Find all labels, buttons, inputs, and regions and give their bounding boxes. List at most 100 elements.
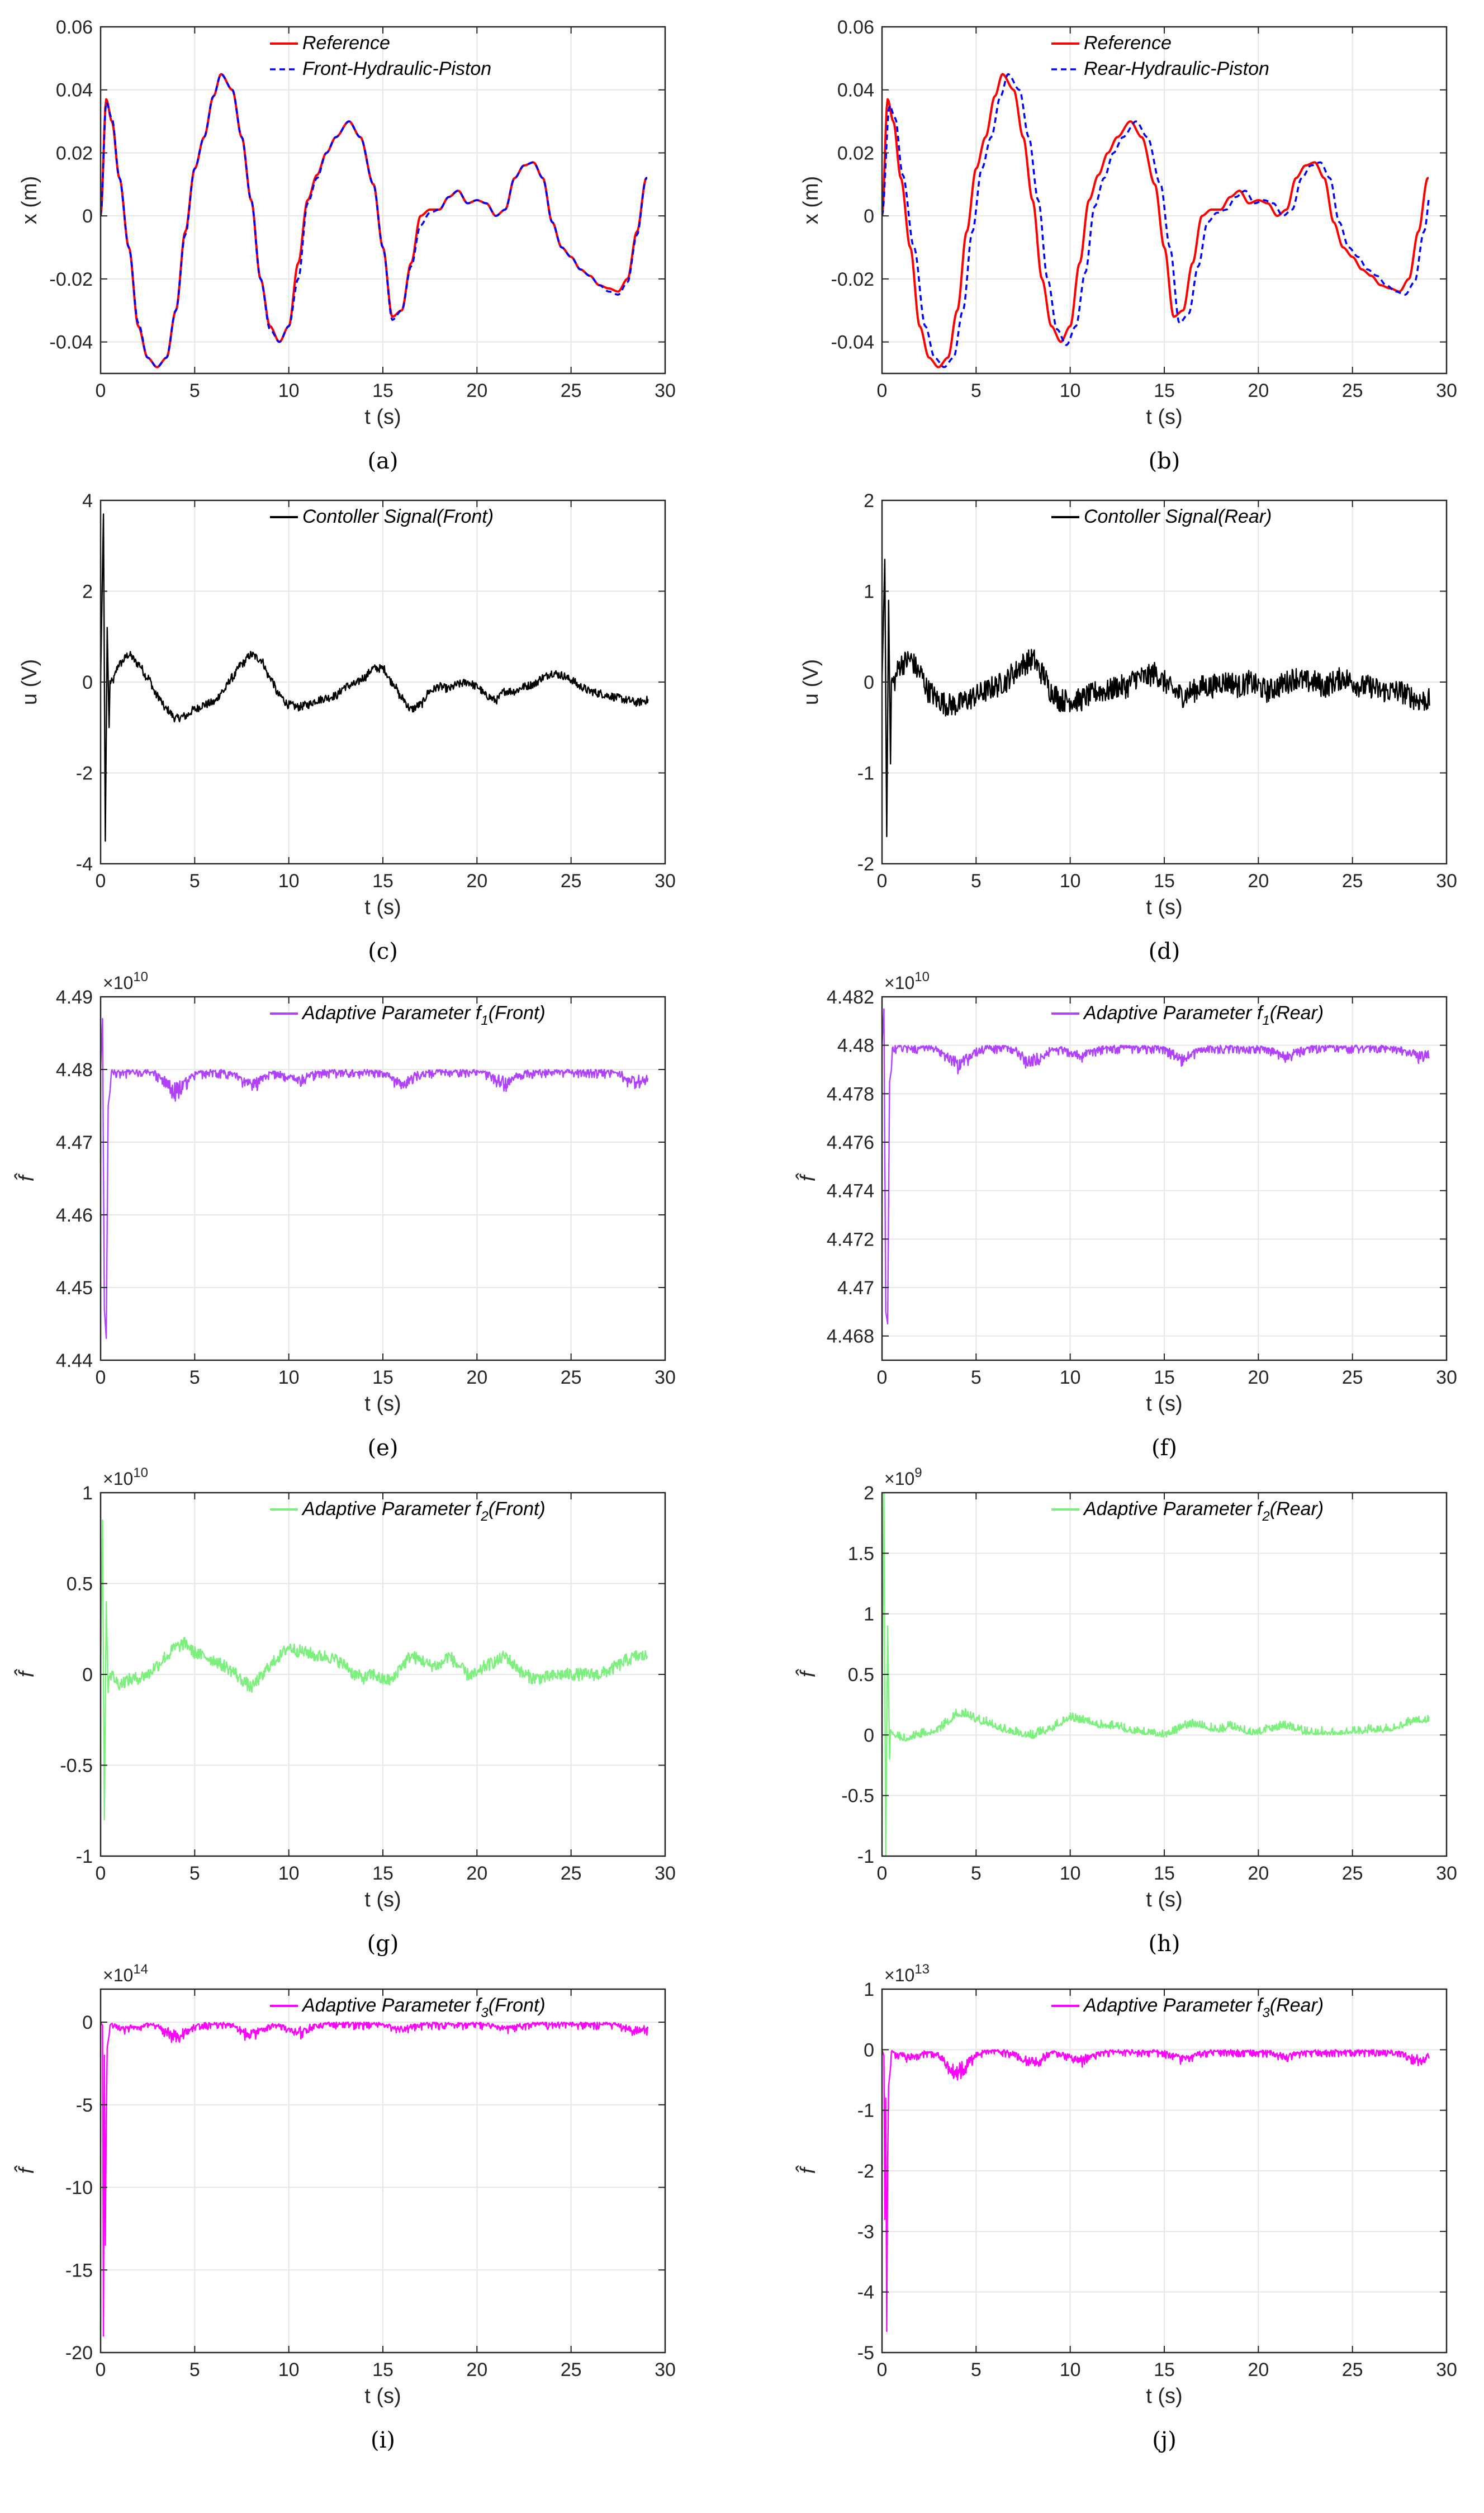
x-tick-label: 10 [1060,1367,1081,1388]
panel-caption: (e) [368,1435,399,1461]
x-tick-label: 25 [561,1367,582,1388]
y-tick-label: -4 [76,854,93,875]
x-axis-label: t (s) [364,1888,401,1911]
x-tick-label: 20 [466,870,487,892]
y-tick-label: 4.468 [827,1326,874,1347]
x-tick-label: 10 [278,1863,300,1884]
chart-panel-b: 0 5 10 15 20 25 30 -0.04 -0.02 0 0.02 0.04 0.06 t (s)… [799,17,1457,474]
y-tick-label: 4.49 [56,987,93,1008]
y-tick-label: -10 [65,2178,93,2199]
x-tick-label: 25 [1342,870,1363,892]
x-tick-label: 20 [466,2359,487,2381]
y-tick-label: 0 [864,672,874,693]
legend: Adaptive Parameter f1(Rear) [1051,1002,1324,1028]
y-tick-label: -3 [857,2221,874,2242]
y-tick-label: 1 [864,581,874,603]
chart-panel-a: 0 5 10 15 20 25 30 -0.04 -0.02 0 0.02 0.04 0.06 t (s)… [18,17,676,474]
x-tick-label: 15 [1154,1367,1175,1388]
legend: Reference Front-Hydraulic-Piston [270,32,491,79]
x-axis-label: t (s) [364,896,401,919]
legend-label: Contoller Signal(Rear) [1084,506,1272,527]
x-tick-label: 25 [1342,2359,1363,2381]
y-exponent: ×1014 [103,1962,148,1985]
x-tick-label: 30 [655,380,676,401]
y-tick-label: 4.45 [56,1277,93,1299]
y-tick-label: 0.02 [56,143,93,164]
y-tick-label: 4.47 [56,1132,93,1153]
series-group [101,73,648,368]
legend-label: Adaptive Parameter f3(Front) [301,1995,546,2020]
x-tick-label: 5 [971,870,982,892]
y-exponent: ×1010 [103,1465,148,1489]
legend-label: Rear-Hydraulic-Piston [1084,58,1269,79]
series-group [882,1008,1430,1325]
y-axis-label: u (V) [799,659,823,705]
panel-caption: (a) [367,448,398,474]
panel-caption: (i) [371,2427,395,2453]
x-tick-label: 0 [877,2359,888,2381]
x-tick-label: 15 [1154,1863,1175,1884]
legend-label: Reference [1084,32,1172,54]
y-tick-label: -20 [65,2342,93,2364]
y-tick-label: -5 [857,2342,874,2364]
x-tick-label: 20 [466,1367,487,1388]
series-line-c-0 [101,513,649,842]
x-tick-label: 10 [278,380,300,401]
legend-label: Adaptive Parameter f3(Rear) [1083,1995,1324,2020]
legend: Adaptive Parameter f3(Rear) [1051,1995,1324,2020]
x-axis-label: t (s) [1146,2384,1182,2408]
x-axis-label: t (s) [1146,405,1182,429]
y-tick-label: -5 [76,2095,93,2116]
series-line-f-0 [882,1008,1430,1325]
x-tick-label: 0 [96,2359,106,2381]
y-axis-label: f̂ [795,1172,820,1181]
y-tick-label: 0.02 [837,143,874,164]
legend-label: Adaptive Parameter f1(Front) [301,1002,546,1028]
legend: Adaptive Parameter f3(Front) [270,1995,546,2020]
series-line-b-0 [882,73,1429,368]
y-tick-label: 0 [864,206,874,227]
y-tick-label: -4 [857,2282,874,2303]
legend: Contoller Signal(Rear) [1051,506,1272,527]
y-tick-label: -0.04 [831,332,875,353]
y-tick-label: 4.482 [827,987,874,1008]
series-line-h-0 [882,1493,1430,1856]
panel-caption: (g) [367,1931,399,1957]
chart-panel-d: 0 5 10 15 20 25 30 -2 -1 0 1 2 t (s) u (V) Contoller S… [799,490,1457,964]
y-tick-label: 4.48 [837,1035,874,1057]
series-line-e-0 [101,1017,649,1340]
y-tick-label: 2 [864,1483,874,1504]
y-tick-label: -1 [857,1846,874,1867]
grid [882,997,1447,1360]
series-group [101,1017,649,1340]
x-axis-label: t (s) [364,2384,401,2408]
x-tick-label: 20 [1248,870,1269,892]
x-axis-label: t (s) [364,405,401,429]
series-line-g-0 [101,1519,648,1821]
panel-caption: (c) [368,939,398,964]
y-tick-label: -1 [76,1846,93,1867]
series-group [882,1493,1430,1856]
x-tick-label: 0 [96,1863,106,1884]
y-exponent: ×1013 [884,1962,930,1985]
chart-panel-e: 0 5 10 15 20 25 30 4.44 4.45 4.46 4.47 4.48 4.49 t (s… [14,969,676,1461]
x-tick-label: 15 [372,1863,393,1884]
y-tick-label: 0.06 [56,17,93,38]
series-line-b-1 [882,73,1430,368]
x-tick-label: 0 [96,1367,106,1388]
x-tick-label: 15 [1154,2359,1175,2381]
x-tick-label: 0 [877,1367,888,1388]
panel-caption: (j) [1152,2427,1177,2453]
x-tick-label: 20 [466,1863,487,1884]
y-tick-label: -15 [65,2260,93,2281]
grid [101,997,665,1360]
y-tick-label: -0.02 [50,269,93,290]
x-tick-label: 20 [466,380,487,401]
x-tick-label: 10 [1060,380,1081,401]
y-tick-label: -2 [857,854,874,875]
y-tick-label: 4.478 [827,1083,874,1105]
y-tick-label: 1 [864,1604,874,1625]
y-tick-label: 4.474 [827,1181,874,1202]
y-axis-label: x (m) [18,176,41,225]
